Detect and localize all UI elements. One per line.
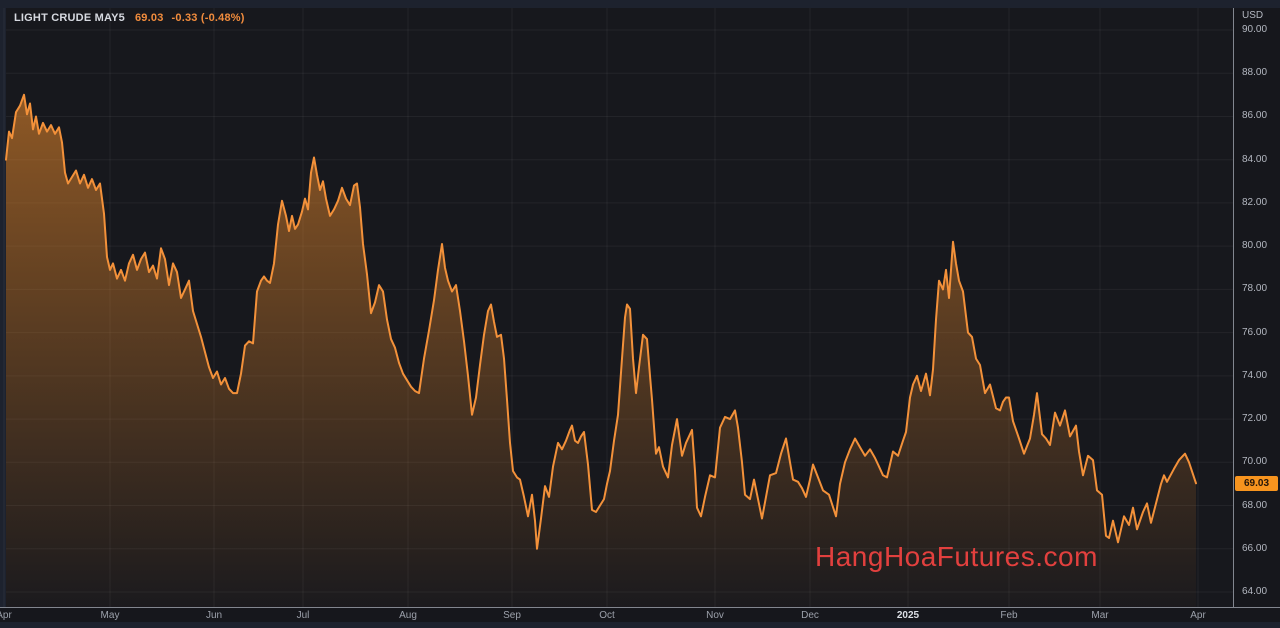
current-price-tag: 69.03 bbox=[1235, 475, 1278, 491]
price-line bbox=[5, 93, 1197, 550]
price-tick-label: 86.00 bbox=[1242, 110, 1268, 122]
price-tick-label: 72.00 bbox=[1242, 413, 1268, 425]
price-tick-label: 84.00 bbox=[1242, 153, 1268, 165]
price-tick-label: 88.00 bbox=[1242, 67, 1268, 79]
window-top-edge bbox=[0, 0, 1280, 8]
symbol-legend: LIGHT CRUDE MAY5 69.03 -0.33 (-0.48%) bbox=[14, 12, 245, 24]
price-tick-label: 66.00 bbox=[1242, 542, 1268, 554]
time-tick-label-year: 2025 bbox=[896, 610, 920, 621]
time-tick-label: May bbox=[100, 610, 120, 621]
symbol-name[interactable]: LIGHT CRUDE MAY5 bbox=[14, 12, 125, 24]
time-tick-label: Dec bbox=[801, 610, 819, 621]
price-tick-label: 64.00 bbox=[1242, 586, 1268, 597]
currency-label: USD bbox=[1242, 10, 1264, 21]
time-tick-label: Mar bbox=[1091, 610, 1109, 621]
price-change-value: -0.33 (-0.48%) bbox=[171, 12, 245, 24]
price-tick-label: 82.00 bbox=[1242, 196, 1268, 208]
area-fill bbox=[6, 94, 1196, 608]
price-tick-label: 74.00 bbox=[1242, 369, 1268, 381]
time-tick-label: Feb bbox=[1000, 610, 1018, 621]
time-tick-label: Aug bbox=[399, 610, 417, 621]
price-tick-label: 70.00 bbox=[1242, 456, 1268, 468]
watermark-text: HangHoaFutures.com bbox=[815, 541, 1098, 572]
time-tick-label: Oct bbox=[599, 610, 615, 621]
time-tick-label: Jun bbox=[205, 610, 223, 621]
time-tick-label: Sep bbox=[503, 610, 521, 621]
time-tick-label: Jul bbox=[296, 610, 310, 621]
last-price-value: 69.03 bbox=[134, 12, 164, 24]
time-axis-panel[interactable] bbox=[0, 607, 1280, 622]
price-tick-label: 76.00 bbox=[1242, 326, 1268, 338]
window-left-edge bbox=[0, 8, 6, 608]
price-tick-label: 90.00 bbox=[1242, 24, 1268, 35]
time-tick-label: Apr bbox=[1190, 610, 1206, 621]
price-tick-label: 68.00 bbox=[1242, 499, 1268, 511]
price-axis-panel[interactable] bbox=[1233, 8, 1280, 607]
price-tick-label: 80.00 bbox=[1242, 240, 1268, 252]
price-tick-label: 78.00 bbox=[1242, 283, 1268, 295]
time-tick-label: Apr bbox=[0, 610, 12, 621]
time-tick-label: Nov bbox=[706, 610, 724, 621]
